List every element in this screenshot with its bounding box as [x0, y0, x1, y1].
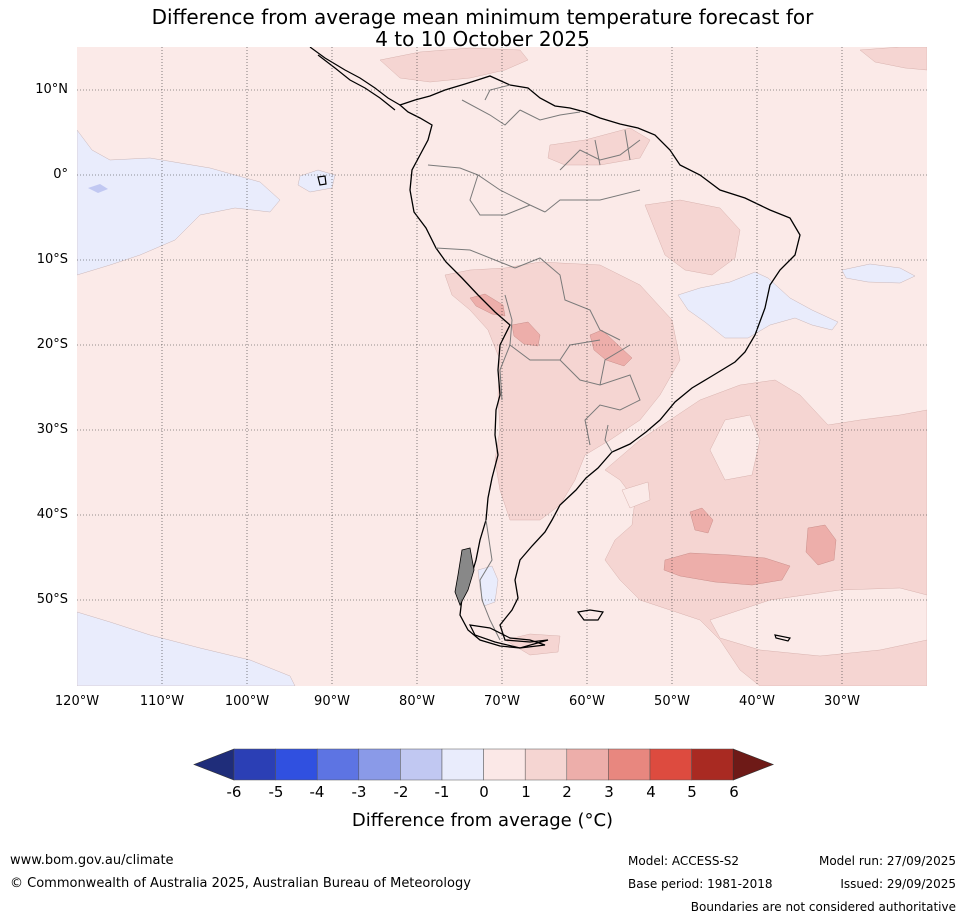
cool-region-patagonia: [477, 565, 499, 607]
cool-region-atlantic: [841, 263, 916, 284]
country-borders: [427, 84, 641, 641]
lat-label: 50°S: [36, 592, 68, 607]
warm-region-guianas: [547, 127, 651, 166]
colorbar-swatch: [275, 748, 318, 781]
galapagos-islands: [317, 175, 327, 186]
colorbar-tick: 3: [604, 783, 614, 801]
colorbar-swatch: [649, 748, 692, 781]
footer-base-period: Base period: 1981-2018: [628, 877, 773, 891]
lat-label: 10°N: [35, 82, 68, 97]
warm-region-atlantic-ne: [859, 47, 927, 71]
footer-issued: Issued: 29/09/2025: [840, 877, 956, 891]
colorbar-swatch: [358, 748, 401, 781]
lon-label: 30°W: [824, 694, 860, 709]
colorbar-extend-low: [193, 748, 235, 781]
graticule: [77, 47, 927, 686]
footer-model-run: Model run: 27/09/2025: [818, 854, 956, 868]
colorbar-swatch: [608, 748, 651, 781]
cool-spot-pacific: [88, 184, 108, 193]
cool-region-east-pacific: [77, 129, 281, 276]
warm-region-central-continent: [444, 261, 681, 521]
tierra-del-fuego: [468, 624, 546, 649]
neutral-region-south-atlantic: [709, 414, 761, 481]
warm-core-atlantic-south: [663, 552, 791, 586]
colorbar-extend-high: [732, 748, 775, 781]
lon-label: 40°W: [739, 694, 775, 709]
cool-region-brazil-coast: [677, 271, 839, 339]
colorbar-swatch: [691, 748, 734, 781]
chile-fjord-islands: [454, 547, 475, 606]
colorbar-tick: 0: [479, 783, 489, 801]
colorbar-swatch: [316, 748, 360, 781]
colorbar-swatch: [483, 748, 526, 781]
colorbar-tick: -3: [351, 783, 367, 801]
lon-label: 60°W: [569, 694, 605, 709]
warm-core-atlantic-small: [689, 507, 714, 534]
colorbar-tick: 6: [729, 783, 739, 801]
lon-label: 70°W: [484, 694, 520, 709]
colorbar-tick: -1: [434, 783, 450, 801]
colorbar-swatch: [524, 748, 568, 781]
lon-label: 120°W: [54, 694, 100, 709]
lat-label: 40°S: [36, 507, 68, 522]
footer-model: Model: ACCESS-S2: [628, 854, 740, 868]
colorbar-tick: -2: [393, 783, 409, 801]
lat-label: 30°S: [36, 422, 68, 437]
colorbar-tick: 4: [646, 783, 656, 801]
colorbar-tick: 2: [562, 783, 572, 801]
colorbar-swatch: [566, 748, 609, 781]
lon-label: 100°W: [224, 694, 270, 709]
lon-label: 90°W: [314, 694, 350, 709]
warm-region-northeast-brazil: [644, 199, 741, 276]
warm-core-atlantic-east: [805, 524, 837, 566]
lat-label: 0°: [53, 167, 68, 182]
lon-label: 50°W: [654, 694, 690, 709]
lon-label: 80°W: [399, 694, 435, 709]
lat-label: 20°S: [36, 337, 68, 352]
map-title-line1: Difference from average mean minimum tem…: [151, 5, 814, 29]
cool-region-south-pacific: [77, 611, 296, 686]
falkland-islands: [576, 609, 604, 621]
colorbar-tick: -4: [309, 783, 325, 801]
colorbar-swatch: [400, 748, 443, 781]
footer-url: www.bom.gov.au/climate: [10, 853, 174, 868]
map-title-line2: 4 to 10 October 2025: [375, 27, 590, 51]
warm-core-bolivia: [511, 321, 541, 347]
colorbar-tick: -5: [268, 783, 284, 801]
colorbar-tick: 5: [687, 783, 697, 801]
colorbar-swatch: [233, 748, 276, 781]
colorbar: [193, 748, 775, 781]
colorbar-swatch: [441, 748, 484, 781]
footer-copyright: © Commonwealth of Australia 2025, Austra…: [10, 876, 471, 891]
colorbar-label: Difference from average (°C): [351, 810, 614, 831]
lat-label: 10°S: [36, 252, 68, 267]
footer-disclaimer: Boundaries are not considered authoritat…: [690, 900, 956, 914]
neutral-region-argentine-shelf: [621, 481, 651, 509]
colorbar-tick: -6: [226, 783, 242, 801]
south-georgia: [774, 634, 791, 642]
colorbar-tick: 1: [521, 783, 531, 801]
lon-label: 110°W: [139, 694, 185, 709]
coastline-south-america: [398, 75, 801, 649]
neutral-region-far-south-atlantic: [709, 587, 927, 657]
